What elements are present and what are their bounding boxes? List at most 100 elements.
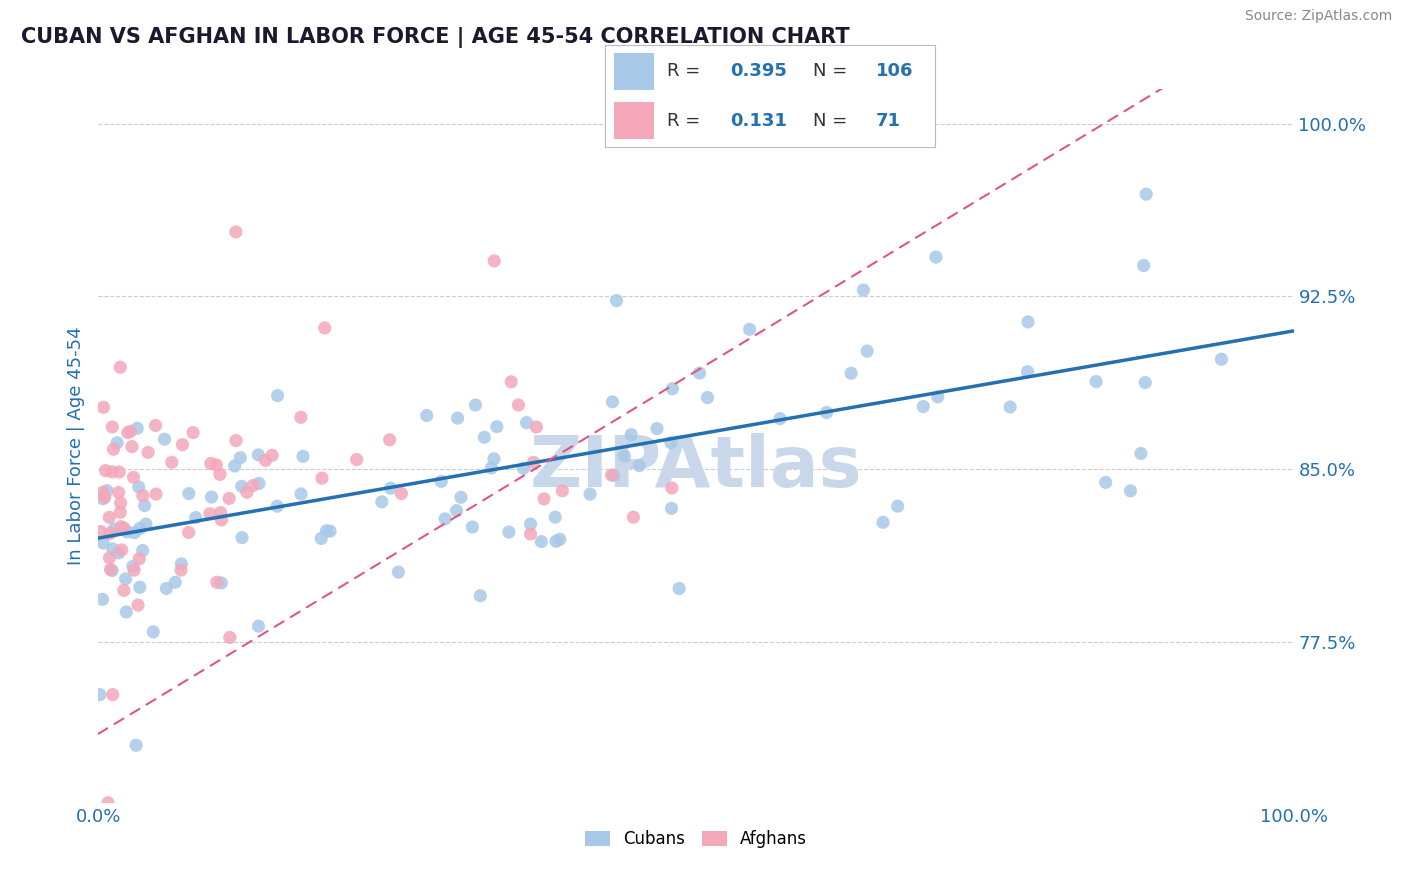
Point	[839, 366, 862, 380]
Point	[290, 487, 312, 501]
Point	[661, 501, 683, 516]
Point	[114, 572, 136, 586]
Point	[1129, 446, 1152, 460]
Point	[91, 485, 114, 500]
Point	[205, 458, 228, 472]
Point	[209, 506, 232, 520]
Point	[1017, 315, 1039, 329]
Point	[551, 483, 574, 498]
Point	[852, 283, 875, 297]
Point	[515, 416, 537, 430]
Point	[111, 542, 134, 557]
Point	[94, 491, 117, 505]
Text: 0.395: 0.395	[730, 62, 787, 80]
Point	[98, 510, 121, 524]
Point	[107, 485, 129, 500]
Point	[522, 455, 544, 469]
Text: R =: R =	[668, 62, 706, 80]
Point	[856, 344, 879, 359]
Point	[533, 491, 555, 506]
Point	[100, 562, 122, 576]
Point	[91, 491, 114, 506]
Point	[605, 293, 627, 308]
Point	[659, 435, 682, 450]
Point	[602, 468, 624, 483]
Point	[519, 527, 541, 541]
FancyBboxPatch shape	[614, 102, 654, 139]
Point	[115, 524, 138, 539]
Point	[155, 582, 177, 596]
Point	[91, 592, 114, 607]
Point	[998, 400, 1021, 414]
Point	[927, 390, 949, 404]
Point	[620, 427, 643, 442]
Point	[472, 430, 495, 444]
Point	[97, 796, 120, 810]
Y-axis label: In Labor Force | Age 45-54: In Labor Force | Age 45-54	[66, 326, 84, 566]
Point	[247, 619, 270, 633]
Point	[129, 521, 152, 535]
Point	[177, 525, 200, 540]
Point	[912, 400, 935, 414]
Point	[172, 437, 194, 451]
Point	[1135, 376, 1157, 390]
Point	[101, 465, 124, 479]
Point	[115, 605, 138, 619]
Point	[886, 499, 908, 513]
Point	[387, 565, 409, 579]
Legend: Cubans, Afghans: Cubans, Afghans	[578, 824, 814, 855]
Point	[108, 465, 131, 479]
Point	[181, 425, 204, 440]
Point	[136, 445, 159, 459]
FancyBboxPatch shape	[614, 53, 654, 90]
Point	[94, 464, 117, 478]
Point	[291, 450, 314, 464]
Point	[127, 598, 149, 612]
Point	[526, 420, 548, 434]
Point	[225, 434, 247, 448]
Point	[218, 631, 240, 645]
Point	[621, 510, 644, 524]
Point	[103, 442, 125, 457]
Point	[132, 489, 155, 503]
Point	[122, 470, 145, 484]
Point	[145, 487, 167, 501]
Point	[645, 421, 668, 435]
Point	[107, 546, 129, 560]
Point	[160, 455, 183, 469]
Point	[315, 524, 337, 538]
Point	[209, 576, 232, 591]
Point	[254, 453, 277, 467]
Point	[512, 461, 534, 475]
Point	[266, 499, 288, 513]
Point	[1135, 187, 1157, 202]
Point	[128, 551, 150, 566]
Point	[434, 512, 457, 526]
Point	[184, 510, 207, 524]
Text: 0.131: 0.131	[730, 112, 787, 129]
Point	[208, 467, 231, 482]
Point	[290, 410, 312, 425]
Point	[450, 490, 472, 504]
Point	[231, 479, 253, 493]
Point	[1094, 475, 1116, 490]
Point	[430, 475, 453, 489]
Point	[925, 250, 948, 264]
Point	[661, 382, 683, 396]
Text: R =: R =	[668, 112, 706, 129]
Point	[142, 624, 165, 639]
Point	[1085, 375, 1108, 389]
Point	[165, 575, 187, 590]
Point	[544, 510, 567, 524]
Point	[661, 481, 683, 495]
Point	[530, 534, 553, 549]
Point	[145, 418, 167, 433]
Point	[1132, 259, 1154, 273]
Point	[314, 321, 336, 335]
Point	[371, 495, 394, 509]
Point	[110, 360, 132, 375]
Point	[209, 513, 232, 527]
Point	[105, 435, 128, 450]
Point	[117, 425, 139, 440]
Point	[769, 411, 792, 425]
